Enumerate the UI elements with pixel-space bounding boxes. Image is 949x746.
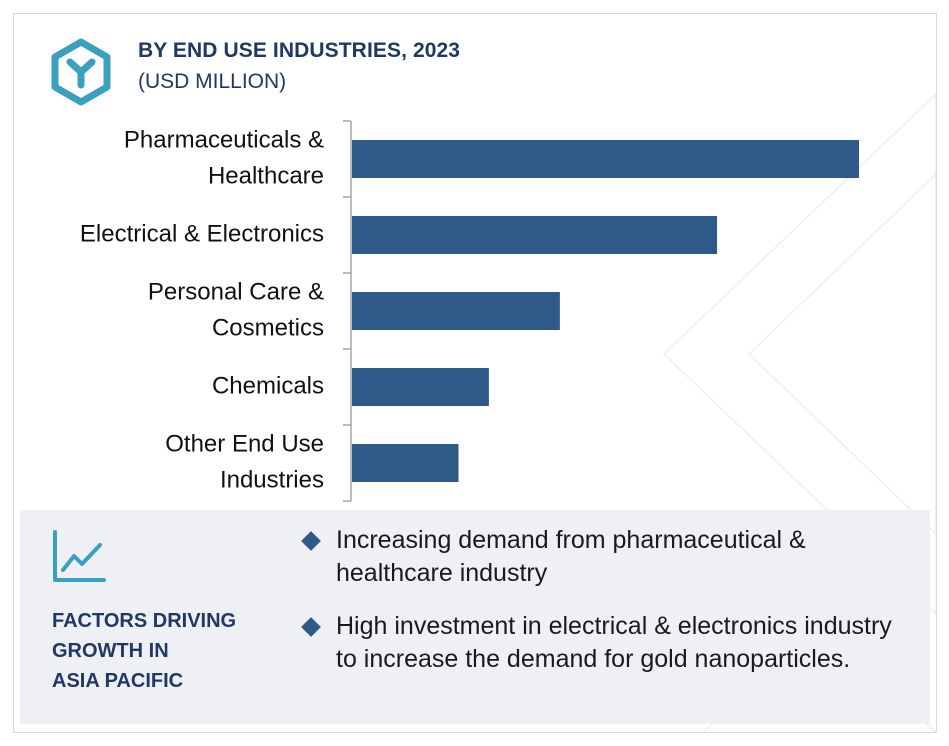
category-label: Chemicals [212, 372, 324, 399]
factors-list: Increasing demand from pharmaceutical & … [300, 524, 900, 696]
factors-panel: FACTORS DRIVING GROWTH IN ASIA PACIFIC I… [20, 510, 930, 724]
factors-title: FACTORS DRIVING GROWTH IN ASIA PACIFIC [52, 606, 282, 696]
category-label-line: Other End Use [165, 430, 324, 457]
category-label-line: Industries [220, 466, 324, 493]
bar [352, 216, 718, 254]
factors-title-line: GROWTH IN [52, 640, 169, 662]
hexagon-y-logo-icon [51, 38, 111, 106]
bar [352, 140, 859, 178]
diamond-bullet-icon [301, 531, 321, 551]
factor-item: Increasing demand from pharmaceutical & … [300, 524, 900, 590]
infographic-card: BY END USE INDUSTRIES, 2023 (USD MILLION… [13, 13, 937, 733]
factor-text: High investment in electrical & electron… [336, 612, 892, 673]
chart-title: BY END USE INDUSTRIES, 2023 [138, 39, 461, 62]
category-label-line: Personal Care & [148, 278, 324, 305]
bar [352, 292, 560, 330]
diamond-bullet-icon [301, 617, 321, 637]
category-label: Electrical & Electronics [80, 220, 324, 247]
factor-item: High investment in electrical & electron… [300, 610, 900, 676]
factor-text: Increasing demand from pharmaceutical & … [336, 526, 806, 587]
bar [352, 444, 459, 482]
category-label: Pharmaceuticals & Healthcare [124, 126, 324, 189]
chart-subtitle: (USD MILLION) [138, 70, 287, 93]
category-label: Other End Use Industries [165, 430, 324, 493]
category-label-line: Healthcare [208, 162, 324, 189]
bar-chart: Pharmaceuticals & Healthcare Electrical & … [80, 120, 859, 502]
factors-title-line: FACTORS DRIVING [52, 610, 237, 632]
category-label-line: Cosmetics [212, 314, 324, 341]
factors-title-line: ASIA PACIFIC [52, 670, 184, 692]
category-label-line: Pharmaceuticals & [124, 126, 324, 153]
category-label-line: Chemicals [212, 372, 324, 399]
category-label-line: Electrical & Electronics [80, 220, 324, 247]
bar [352, 368, 489, 406]
line-chart-trend-icon [53, 530, 106, 582]
category-label: Personal Care & Cosmetics [148, 278, 324, 341]
